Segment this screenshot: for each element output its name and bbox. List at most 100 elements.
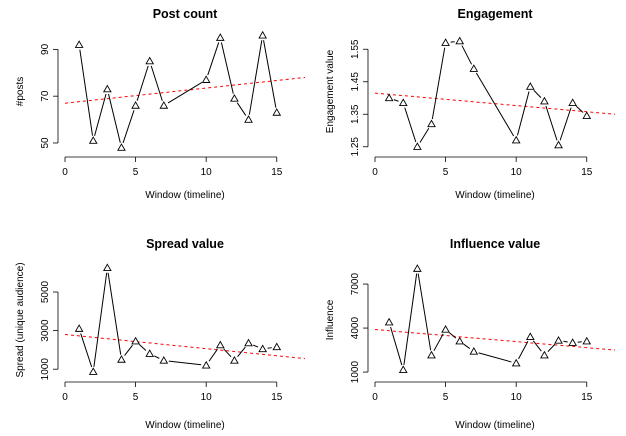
data-point	[74, 40, 84, 48]
data-point	[455, 336, 465, 345]
x-tick-label: 10	[201, 392, 213, 403]
data-point	[398, 365, 408, 374]
y-tick-label: 70	[40, 90, 51, 102]
y-tick-label: 50	[40, 137, 51, 149]
x-axis-label: Window (timeline)	[145, 420, 224, 431]
data-point	[582, 336, 592, 345]
data-point	[117, 143, 126, 151]
x-axis-label: Window (timeline)	[455, 190, 534, 201]
y-tick-label: 1.45	[350, 72, 361, 92]
data-point	[469, 347, 479, 355]
panel-title: Spread value	[146, 237, 224, 251]
data-point	[230, 94, 239, 102]
y-axis-label: Spread (unique audience)	[15, 262, 26, 377]
x-tick-label: 15	[581, 392, 593, 403]
x-tick-label: 15	[581, 167, 593, 178]
series-line	[79, 40, 277, 144]
data-point	[568, 338, 578, 346]
data-point	[582, 111, 592, 120]
data-point	[554, 336, 563, 344]
data-point	[554, 140, 563, 149]
data-point	[455, 36, 465, 45]
data-point	[159, 356, 169, 364]
x-tick-label: 10	[511, 167, 523, 178]
data-point	[88, 136, 98, 144]
data-point	[215, 340, 225, 349]
data-point	[201, 75, 211, 83]
data-point	[244, 338, 253, 347]
data-point	[230, 356, 239, 364]
data-point	[74, 324, 84, 332]
x-tick-label: 0	[372, 392, 378, 403]
data-point	[384, 93, 394, 102]
data-point	[201, 360, 211, 369]
data-point	[215, 33, 225, 41]
y-tick-label: 1.55	[350, 39, 361, 59]
data-point	[102, 84, 112, 93]
y-tick-label: 1.25	[350, 137, 361, 157]
trend-line	[64, 333, 306, 360]
data-point	[441, 38, 450, 46]
y-axis-label: #posts	[15, 77, 26, 106]
x-tick-label: 10	[201, 167, 213, 178]
y-axis-label: Engagement value	[325, 49, 336, 133]
y-axis-label: Influence	[325, 299, 336, 340]
data-point	[469, 64, 479, 72]
data-point	[131, 101, 140, 109]
x-tick-label: 15	[271, 392, 283, 403]
x-tick-label: 0	[62, 167, 68, 178]
data-point	[117, 355, 126, 363]
y-tick-label: 3000	[40, 319, 51, 342]
x-tick-label: 5	[443, 167, 449, 178]
data-point	[412, 264, 422, 272]
series-line	[393, 41, 584, 143]
panel-3: Spread value 0 5 10 15 1000 3000 5000 Window (ti…	[15, 237, 306, 431]
data-point	[568, 98, 578, 107]
data-point	[511, 358, 521, 367]
panel-title: Post count	[153, 7, 218, 21]
x-axis-label: Window (timeline)	[145, 190, 224, 201]
x-tick-label: 5	[443, 392, 449, 403]
x-tick-label: 5	[133, 167, 139, 178]
data-point	[258, 344, 268, 353]
panel-1: Post count 0 5 10 15 50 70 90 Window (timeline) #…	[15, 7, 306, 201]
data-point	[441, 325, 450, 333]
panel-title: Influence value	[450, 237, 540, 251]
panel-2: Engagement 0 5 10 15 1.25 1.35 1.45 1.55 Window (…	[325, 7, 616, 201]
data-point	[540, 96, 549, 105]
data-point	[145, 56, 155, 65]
data-point	[102, 263, 112, 272]
data-point	[427, 119, 436, 128]
trend-line	[64, 76, 306, 104]
x-tick-label: 0	[62, 392, 68, 403]
data-point	[272, 108, 282, 116]
data-point	[511, 135, 521, 144]
data-point	[244, 115, 253, 123]
y-tick-label: 7000	[350, 273, 361, 296]
data-point	[384, 317, 394, 326]
data-point	[412, 142, 422, 150]
data-point	[258, 30, 268, 39]
data-point	[159, 101, 169, 109]
series-line	[390, 273, 582, 366]
x-tick-label: 5	[133, 392, 139, 403]
y-tick-label: 1000	[350, 361, 361, 384]
x-axis-label: Window (timeline)	[455, 420, 534, 431]
data-point	[540, 350, 549, 359]
data-point	[131, 336, 140, 345]
data-point	[88, 367, 98, 375]
trend-line	[374, 329, 616, 351]
data-point	[145, 349, 155, 357]
x-tick-label: 15	[271, 167, 283, 178]
data-point	[398, 98, 408, 107]
y-tick-label: 4000	[350, 317, 361, 340]
y-tick-label: 90	[40, 43, 51, 55]
panel-title: Engagement	[457, 7, 533, 21]
panel-4: Influence value 0 5 10 15 1000 4000 7000 Window …	[325, 237, 616, 431]
y-tick-label: 5000	[40, 280, 51, 303]
data-point	[525, 82, 535, 90]
data-point	[272, 342, 282, 351]
x-tick-label: 0	[372, 167, 378, 178]
series-line	[80, 272, 272, 368]
